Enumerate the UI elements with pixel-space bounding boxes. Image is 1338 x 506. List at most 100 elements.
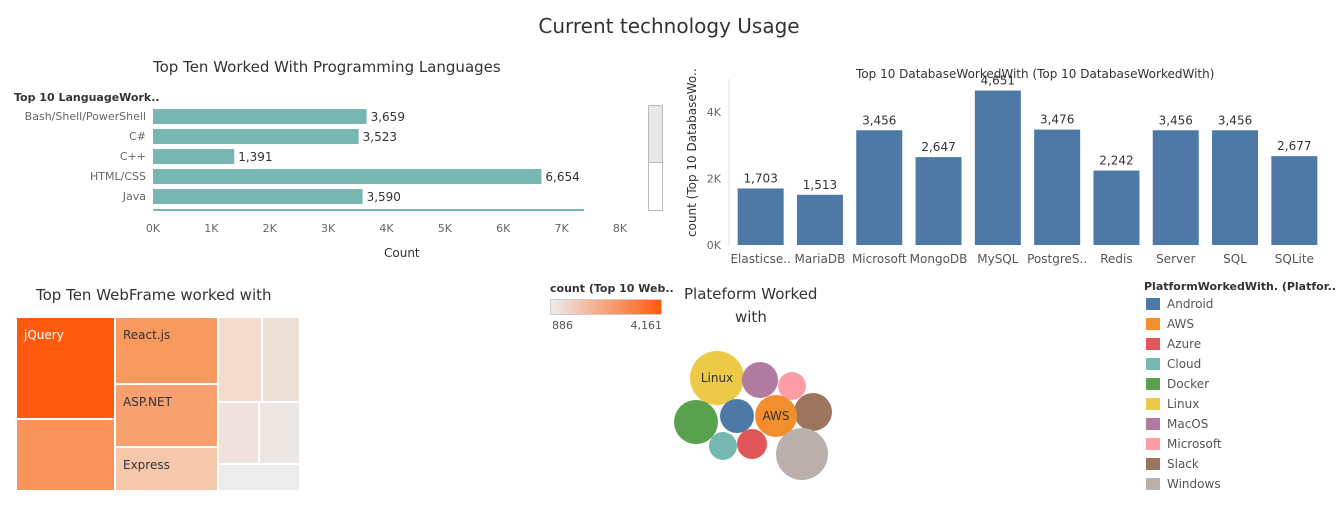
language-x-tick: 7K (555, 222, 570, 235)
database-value-label: 2,242 (1099, 154, 1133, 168)
platform-bubble-windows[interactable] (776, 428, 828, 480)
language-bar[interactable] (153, 129, 359, 144)
database-bar[interactable] (737, 188, 784, 245)
webframes-color-legend-title: count (Top 10 Web.. (550, 282, 674, 295)
legend-item-macos[interactable]: MacOS (1146, 417, 1208, 431)
database-value-label: 1,703 (743, 171, 777, 185)
platforms-legend-title: PlatformWorkedWith. (Platfor.. (1144, 280, 1336, 293)
treemap-cell-unlabeled-3[interactable] (262, 317, 300, 402)
database-bar[interactable] (1093, 170, 1140, 245)
legend-item-android[interactable]: Android (1146, 297, 1213, 311)
database-bar[interactable] (1152, 130, 1199, 245)
legend-swatch (1146, 458, 1160, 470)
webframes-treemap: jQuery React.js ASP.NET Express (16, 317, 300, 491)
legend-swatch (1146, 398, 1160, 410)
treemap-cell-reactjs[interactable]: React.js (115, 317, 218, 384)
language-x-tick: 1K (204, 222, 219, 235)
languages-scrollbar-thumb[interactable] (649, 106, 662, 163)
legend-label: Docker (1167, 377, 1210, 391)
language-value-label: 3,590 (367, 190, 401, 204)
legend-swatch (1146, 298, 1160, 310)
legend-item-microsoft[interactable]: Microsoft (1146, 437, 1222, 451)
language-bar[interactable] (153, 109, 367, 124)
webframes-color-min: 886 (552, 319, 573, 332)
database-y-tick: 2K (707, 173, 722, 186)
legend-label: Windows (1167, 477, 1221, 491)
webframes-color-gradient (550, 299, 662, 315)
legend-label: Cloud (1167, 357, 1202, 371)
database-bar[interactable] (856, 130, 903, 245)
language-x-tick: 5K (438, 222, 453, 235)
treemap-cell-unlabeled-2[interactable] (218, 317, 262, 402)
legend-item-docker[interactable]: Docker (1146, 377, 1209, 391)
legend-item-cloud[interactable]: Cloud (1146, 357, 1201, 371)
platform-bubble-azure[interactable] (737, 429, 767, 459)
platform-bubble-label: AWS (762, 409, 789, 423)
platform-bubble-cloud[interactable] (709, 432, 737, 460)
legend-label: Android (1167, 297, 1214, 311)
language-bar[interactable] (153, 149, 235, 164)
legend-item-azure[interactable]: Azure (1146, 337, 1201, 351)
language-label: C++ (120, 150, 146, 163)
legend-label: Linux (1167, 397, 1200, 411)
database-bar[interactable] (1212, 130, 1259, 245)
legend-label: MacOS (1167, 417, 1209, 431)
treemap-cell-unlabeled-1[interactable] (16, 419, 115, 491)
legend-item-linux[interactable]: Linux (1146, 397, 1199, 411)
treemap-cell-jquery[interactable]: jQuery (16, 317, 115, 419)
database-y-tick: 0K (707, 239, 722, 252)
legend-swatch (1146, 378, 1160, 390)
treemap-cell-aspnet[interactable]: ASP.NET (115, 384, 218, 447)
language-bar[interactable] (153, 169, 542, 184)
language-bar[interactable] (153, 189, 363, 204)
platform-bubble-macos[interactable] (742, 362, 778, 398)
languages-scrollbar[interactable] (648, 105, 663, 211)
database-category-label: MariaDB (795, 252, 846, 266)
database-value-label: 2,677 (1277, 139, 1311, 153)
database-bar[interactable] (915, 157, 962, 245)
database-bar[interactable] (974, 90, 1021, 246)
database-bar[interactable] (796, 194, 843, 245)
treemap-label-jquery: jQuery (24, 328, 64, 342)
treemap-cell-unlabeled-6[interactable] (218, 464, 300, 491)
language-value-label: 6,654 (545, 170, 579, 184)
language-value-label: 3,523 (363, 130, 397, 144)
legend-swatch (1146, 418, 1160, 430)
database-category-label: MongoDB (910, 252, 968, 266)
treemap-cell-unlabeled-5[interactable] (259, 402, 300, 464)
databases-chart-title: Top 10 DatabaseWorkedWith (Top 10 Databa… (856, 67, 1215, 81)
legend-swatch (1146, 338, 1160, 350)
platform-bubble-microsoft[interactable] (778, 372, 806, 400)
platform-bubble-linux[interactable] (690, 351, 744, 405)
database-category-label: MySQL (977, 252, 1019, 266)
language-x-tick: 0K (146, 222, 161, 235)
database-category-label: Redis (1100, 252, 1132, 266)
platform-bubble-slack[interactable] (794, 393, 832, 431)
language-x-tick: 3K (321, 222, 336, 235)
database-value-label: 3,456 (862, 113, 896, 127)
platform-bubble-docker[interactable] (674, 400, 718, 444)
legend-label: Microsoft (1167, 437, 1222, 451)
treemap-label-express: Express (123, 458, 170, 472)
languages-row-header: Top 10 LanguageWork.. (14, 91, 160, 104)
webframes-color-legend: count (Top 10 Web.. 886 4,161 (550, 282, 674, 334)
database-bar[interactable] (1271, 156, 1318, 245)
legend-label: Azure (1167, 337, 1202, 351)
database-category-label: Microsoft (852, 252, 907, 266)
treemap-cell-express[interactable]: Express (115, 447, 218, 491)
legend-item-slack[interactable]: Slack (1146, 457, 1199, 471)
legend-item-windows[interactable]: Windows (1146, 477, 1221, 491)
webframes-color-max: 4,161 (630, 319, 663, 332)
database-y-tick: 4K (707, 106, 722, 119)
legend-item-aws[interactable]: AWS (1146, 317, 1194, 331)
platform-bubble-label: Linux (701, 371, 733, 385)
language-x-tick: 8K (613, 222, 628, 235)
webframes-chart-title: Top Ten WebFrame worked with (36, 286, 272, 304)
platform-bubble-android[interactable] (720, 399, 754, 433)
treemap-cell-unlabeled-4[interactable] (218, 402, 259, 464)
platform-bubble-aws[interactable] (755, 395, 797, 437)
database-bar[interactable] (1034, 129, 1081, 245)
language-x-tick: 4K (379, 222, 394, 235)
dashboard-title: Current technology Usage (538, 14, 800, 38)
language-label: C# (129, 130, 146, 143)
